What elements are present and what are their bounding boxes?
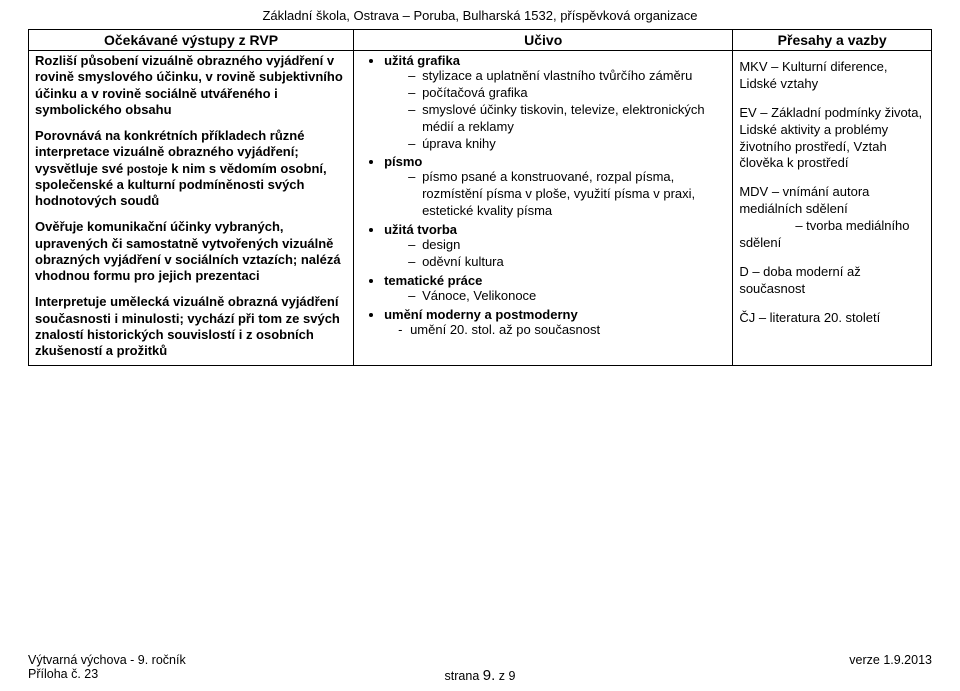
- content-item: písmo psané a konstruované, rozpal písma…: [408, 169, 726, 220]
- topic-title: tematické práce: [384, 273, 482, 288]
- content-topic: tematické práce Vánoce, Velikonoce: [384, 273, 726, 305]
- topic-title: umění moderny a postmoderny: [384, 307, 578, 322]
- link-para: MKV – Kulturní diference, Lidské vztahy: [739, 59, 925, 93]
- link-para: EV – Základní podmínky života, Lidské ak…: [739, 105, 925, 173]
- content-topic: umění moderny a postmoderny umění 20. st…: [384, 307, 726, 339]
- content-item: smyslové účinky tiskovin, televize, elek…: [408, 102, 726, 136]
- content-item: Vánoce, Velikonoce: [408, 288, 726, 305]
- content-topic: užitá tvorba design oděvní kultura: [384, 222, 726, 271]
- outcome-para: Interpretuje umělecká vizuálně obrazná v…: [35, 294, 347, 359]
- col-header-links: Přesahy a vazby: [733, 30, 932, 51]
- curriculum-table: Očekávané výstupy z RVP Učivo Přesahy a …: [28, 29, 932, 366]
- link-text-indent: – tvorba mediálního sdělení: [739, 218, 909, 250]
- cell-links: MKV – Kulturní diference, Lidské vztahy …: [733, 51, 932, 366]
- footer-page-label: strana: [445, 669, 483, 683]
- footer-page-num: 9.: [483, 667, 496, 684]
- content-item: stylizace a uplatnění vlastního tvůrčího…: [408, 68, 726, 85]
- outcome-text-small: postoje: [127, 164, 168, 176]
- cell-content: užitá grafika stylizace a uplatnění vlas…: [354, 51, 733, 366]
- link-para: MDV – vnímání autora mediálních sdělení …: [739, 184, 925, 252]
- content-item: úprava knihy: [408, 136, 726, 153]
- outcome-para: Rozliší působení vizuálně obrazného vyjá…: [35, 53, 347, 118]
- topic-title: užitá grafika: [384, 53, 460, 68]
- col-header-outcomes: Očekávané výstupy z RVP: [29, 30, 354, 51]
- content-topic: užitá grafika stylizace a uplatnění vlas…: [384, 53, 726, 152]
- topic-title: písmo: [384, 154, 422, 169]
- org-header: Základní škola, Ostrava – Poruba, Bulhar…: [28, 8, 932, 23]
- content-item: design: [408, 237, 726, 254]
- footer-page-total: z 9: [495, 669, 515, 683]
- col-header-content: Učivo: [354, 30, 733, 51]
- content-item: počítačová grafika: [408, 85, 726, 102]
- footer-subject: Výtvarná výchova - 9. ročník: [28, 653, 186, 667]
- cell-outcomes: Rozliší působení vizuálně obrazného vyjá…: [29, 51, 354, 366]
- outcome-para: Porovnává na konkrétních příkladech různ…: [35, 128, 347, 209]
- link-para: D – doba moderní až současnost: [739, 264, 925, 298]
- outcome-para: Ověřuje komunikační účinky vybraných, up…: [35, 219, 347, 284]
- content-topic: písmo písmo psané a konstruované, rozpal…: [384, 154, 726, 220]
- footer-version: verze 1.9.2013: [849, 653, 932, 667]
- footer-page: strana 9. z 9: [28, 667, 932, 684]
- page-footer: Výtvarná výchova - 9. ročník verze 1.9.2…: [28, 653, 932, 681]
- content-item: oděvní kultura: [408, 254, 726, 271]
- link-text: MDV – vnímání autora mediálních sdělení: [739, 184, 869, 216]
- content-item: umění 20. stol. až po současnost: [398, 322, 726, 339]
- link-para: ČJ – literatura 20. století: [739, 310, 925, 327]
- topic-title: užitá tvorba: [384, 222, 457, 237]
